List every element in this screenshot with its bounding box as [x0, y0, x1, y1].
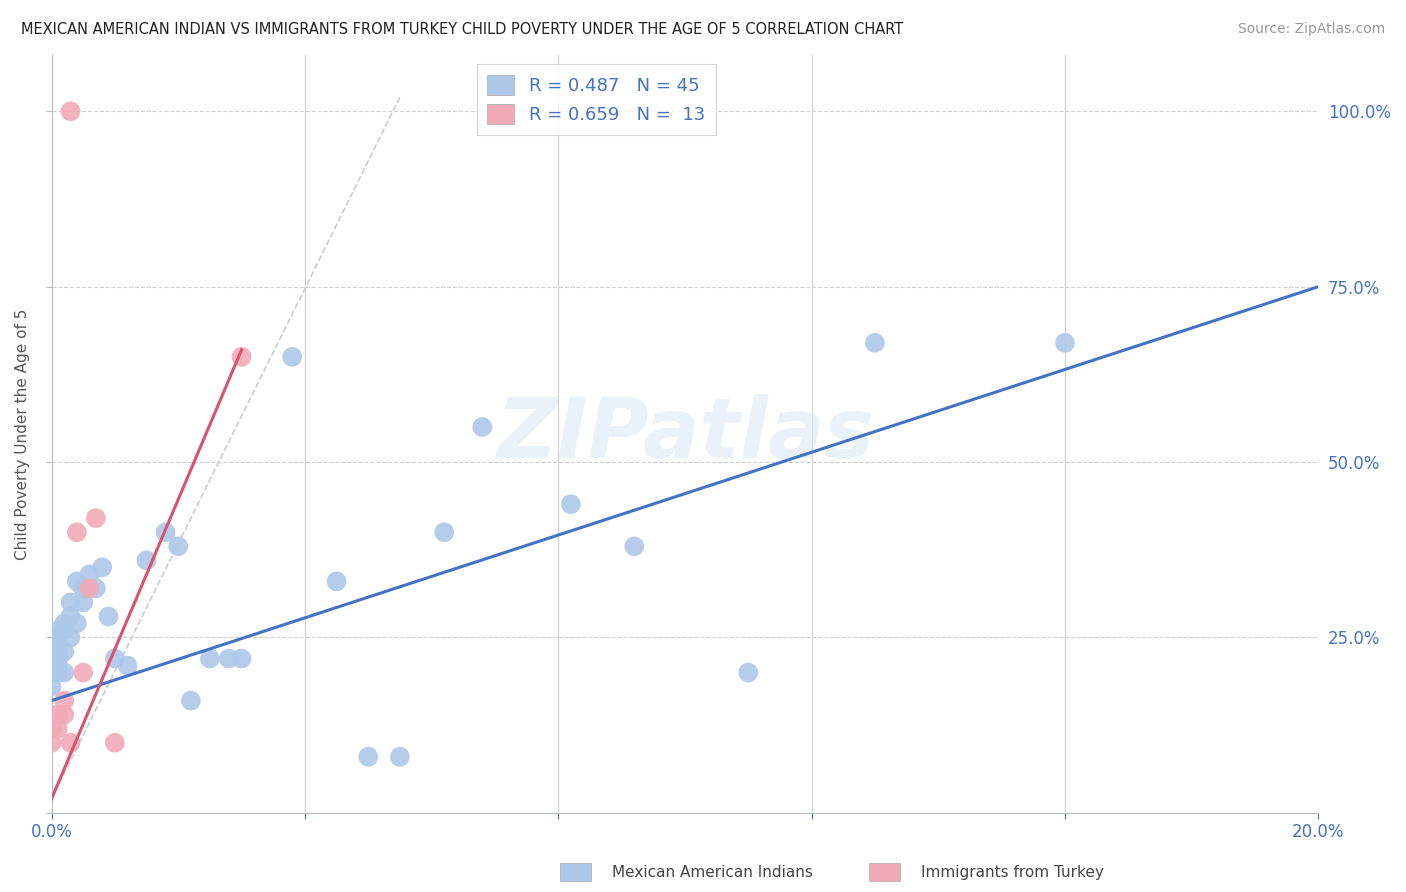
Text: Source: ZipAtlas.com: Source: ZipAtlas.com	[1237, 22, 1385, 37]
Text: MEXICAN AMERICAN INDIAN VS IMMIGRANTS FROM TURKEY CHILD POVERTY UNDER THE AGE OF: MEXICAN AMERICAN INDIAN VS IMMIGRANTS FR…	[21, 22, 903, 37]
Point	[325, 574, 347, 589]
Text: ZIPatlas: ZIPatlas	[496, 393, 875, 475]
Point	[53, 644, 76, 658]
Point	[388, 749, 411, 764]
Point	[46, 644, 69, 658]
Text: Immigrants from Turkey: Immigrants from Turkey	[921, 865, 1104, 880]
Point	[59, 104, 82, 119]
Point	[231, 651, 253, 665]
Point	[53, 665, 76, 680]
Point	[180, 693, 202, 707]
Point	[281, 350, 304, 364]
Point	[79, 582, 101, 596]
Point	[167, 539, 190, 553]
Point	[84, 582, 107, 596]
Point	[53, 616, 76, 631]
Point	[46, 624, 69, 638]
Point	[72, 665, 94, 680]
Point	[1053, 335, 1076, 350]
Point	[46, 631, 69, 645]
Point	[218, 651, 240, 665]
Point	[737, 665, 759, 680]
Point	[357, 749, 380, 764]
Point	[53, 707, 76, 722]
Point	[623, 539, 645, 553]
Point	[471, 420, 494, 434]
Point	[59, 595, 82, 609]
Point	[46, 722, 69, 736]
Point	[135, 553, 157, 567]
Point	[59, 631, 82, 645]
Point	[72, 582, 94, 596]
Text: Mexican American Indians: Mexican American Indians	[612, 865, 813, 880]
Point	[863, 335, 886, 350]
Point	[41, 680, 63, 694]
Point	[72, 595, 94, 609]
Point	[84, 511, 107, 525]
Point	[117, 658, 139, 673]
Point	[66, 525, 89, 540]
Point	[66, 574, 89, 589]
Point	[198, 651, 221, 665]
Point	[91, 560, 114, 574]
Point	[53, 624, 76, 638]
Point	[433, 525, 456, 540]
Point	[41, 665, 63, 680]
Point	[46, 658, 69, 673]
Legend: R = 0.487   N = 45, R = 0.659   N =  13: R = 0.487 N = 45, R = 0.659 N = 13	[477, 64, 716, 135]
Point	[231, 350, 253, 364]
Point	[560, 497, 582, 511]
Y-axis label: Child Poverty Under the Age of 5: Child Poverty Under the Age of 5	[15, 309, 30, 559]
Point	[104, 736, 127, 750]
Point	[155, 525, 177, 540]
Point	[41, 722, 63, 736]
Point	[41, 736, 63, 750]
Point	[97, 609, 120, 624]
Point	[59, 609, 82, 624]
Point	[46, 651, 69, 665]
Point	[66, 616, 89, 631]
Point	[46, 665, 69, 680]
Point	[79, 567, 101, 582]
Point	[46, 651, 69, 665]
Point	[104, 651, 127, 665]
Point	[59, 736, 82, 750]
Point	[53, 693, 76, 707]
Point	[46, 638, 69, 652]
Point	[46, 707, 69, 722]
